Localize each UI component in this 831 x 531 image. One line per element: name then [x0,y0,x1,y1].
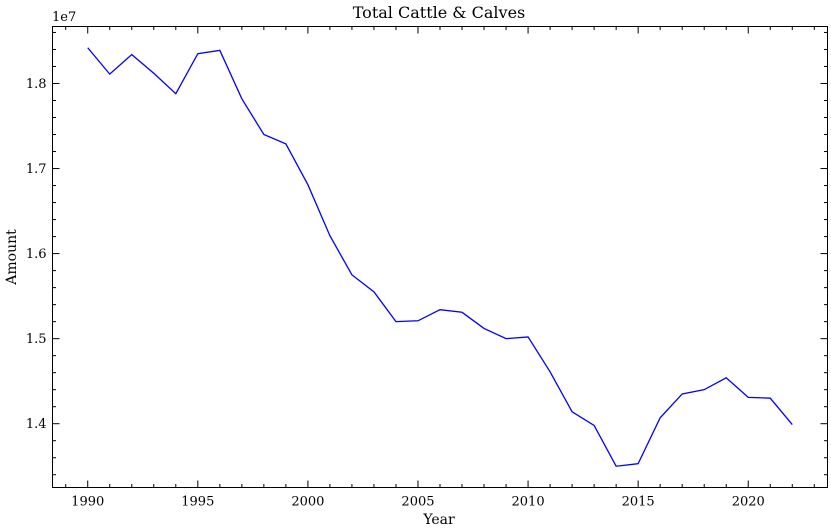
x-tick-label: 2015 [622,495,655,510]
chart-title: Total Cattle & Calves [353,3,526,22]
x-axis-label: Year [422,512,455,528]
series-layer [87,47,793,467]
x-tick-label: 2010 [512,495,545,510]
y-axis-label: Amount [4,229,20,286]
x-tick-label: 2005 [401,495,434,510]
x-tick-label: 1995 [181,495,214,510]
y-tick-label: 1.7 [26,162,47,177]
axis-ticks: 1990 1995 2000 2005 2010 2015 2020 1.4 1.5 1.6 1.7… [26,26,828,510]
series-line [87,47,793,467]
y-tick-label: 1.5 [26,332,47,347]
y-tick-label: 1.6 [26,247,47,262]
y-tick-label: 1.8 [26,77,47,92]
x-tick-label: 1990 [71,495,104,510]
y-tick-label: 1.4 [26,417,47,432]
x-tick-label: 2020 [732,495,765,510]
plot-frame [52,26,828,488]
y-offset-label: 1e7 [52,10,76,25]
x-tick-label: 2000 [291,495,324,510]
